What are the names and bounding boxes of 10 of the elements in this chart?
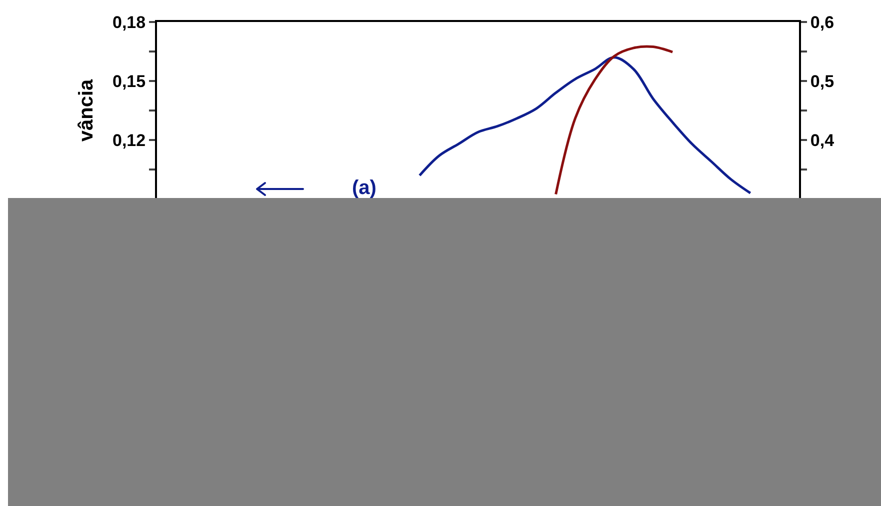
- y-tick-label: 0,18: [112, 12, 146, 32]
- annotation: (a): [352, 177, 376, 199]
- y2-tick-label: 0,5: [810, 72, 834, 91]
- line-series: [418, 56, 752, 194]
- y2-tick-label: 0,4: [810, 130, 835, 150]
- y2-tick-label: 0,6: [810, 12, 834, 32]
- y-tick-label: 0,12: [112, 130, 146, 150]
- y-axis-title: vância: [76, 78, 98, 142]
- line-series: [554, 45, 674, 196]
- y-tick-label: 0,15: [112, 72, 146, 91]
